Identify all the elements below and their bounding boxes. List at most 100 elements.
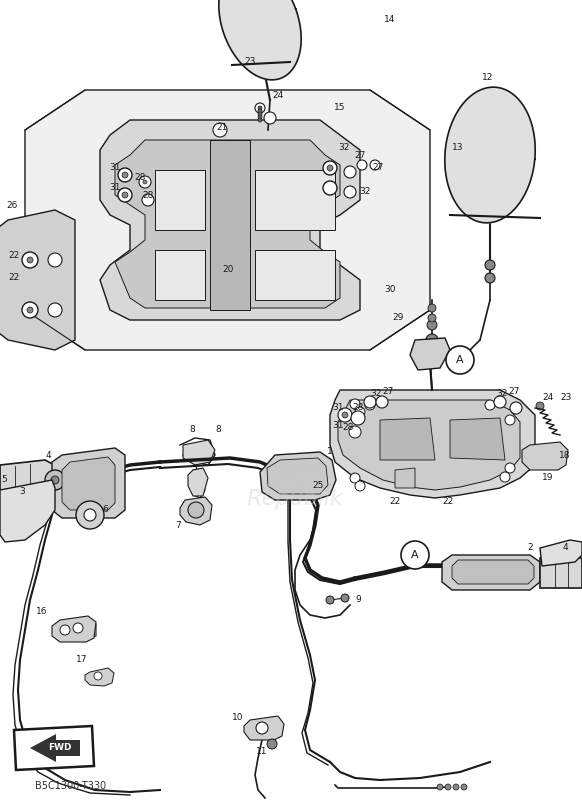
Polygon shape [260, 452, 336, 500]
Circle shape [142, 194, 154, 206]
Text: 22: 22 [8, 274, 20, 282]
Text: 27: 27 [382, 387, 393, 397]
Text: 24: 24 [542, 394, 553, 402]
Circle shape [258, 106, 262, 110]
Polygon shape [155, 250, 205, 300]
Circle shape [48, 303, 62, 317]
Circle shape [76, 501, 104, 529]
Circle shape [264, 112, 276, 124]
Polygon shape [395, 468, 415, 488]
Text: 13: 13 [452, 143, 464, 153]
Text: 31: 31 [332, 422, 344, 430]
Circle shape [350, 399, 360, 409]
Circle shape [428, 304, 436, 312]
Circle shape [48, 253, 62, 267]
Circle shape [428, 314, 436, 322]
Polygon shape [52, 616, 96, 642]
Polygon shape [410, 338, 450, 370]
Polygon shape [62, 457, 115, 510]
Text: 6: 6 [102, 506, 108, 514]
Text: 9: 9 [355, 595, 361, 605]
Polygon shape [0, 210, 75, 350]
Circle shape [461, 784, 467, 790]
Circle shape [143, 180, 147, 184]
Circle shape [351, 411, 365, 425]
Polygon shape [30, 734, 80, 762]
Text: 19: 19 [542, 474, 553, 482]
Text: 29: 29 [392, 314, 404, 322]
Circle shape [258, 118, 262, 122]
Circle shape [94, 672, 102, 680]
Circle shape [401, 541, 429, 569]
Polygon shape [330, 390, 535, 498]
Text: 14: 14 [384, 15, 396, 25]
Circle shape [188, 502, 204, 518]
Circle shape [60, 625, 70, 635]
Circle shape [505, 463, 515, 473]
Polygon shape [445, 87, 535, 223]
Text: 22: 22 [389, 498, 400, 506]
Circle shape [494, 396, 506, 408]
Text: 20: 20 [222, 266, 234, 274]
Circle shape [485, 400, 495, 410]
Text: 28: 28 [143, 191, 154, 201]
Text: 23: 23 [244, 58, 255, 66]
Text: 30: 30 [384, 286, 396, 294]
Text: 8: 8 [189, 426, 195, 434]
Circle shape [327, 165, 333, 171]
Circle shape [258, 109, 262, 113]
Circle shape [485, 273, 495, 283]
Text: A: A [456, 355, 464, 365]
Polygon shape [255, 170, 335, 230]
Text: FWD: FWD [48, 743, 72, 753]
Circle shape [323, 181, 337, 195]
Text: 8: 8 [215, 426, 221, 434]
Polygon shape [540, 558, 582, 588]
Circle shape [51, 476, 59, 484]
Circle shape [344, 186, 356, 198]
Polygon shape [85, 668, 114, 686]
Circle shape [500, 472, 510, 482]
Polygon shape [338, 400, 520, 490]
Circle shape [349, 426, 361, 438]
Polygon shape [219, 0, 301, 80]
Polygon shape [14, 726, 94, 770]
Circle shape [258, 112, 262, 116]
Text: 22: 22 [442, 498, 453, 506]
Circle shape [485, 260, 495, 270]
Text: 25: 25 [313, 481, 324, 490]
Circle shape [446, 346, 474, 374]
Circle shape [27, 307, 33, 313]
Circle shape [344, 166, 356, 178]
Circle shape [427, 320, 437, 330]
Circle shape [338, 408, 352, 422]
Circle shape [73, 623, 83, 633]
Circle shape [355, 407, 365, 417]
Polygon shape [0, 480, 55, 542]
Text: 21: 21 [217, 123, 228, 133]
Polygon shape [180, 497, 212, 525]
Text: 2: 2 [527, 543, 533, 553]
Text: 32: 32 [370, 390, 382, 398]
Text: 11: 11 [256, 747, 268, 757]
Text: 23: 23 [560, 394, 572, 402]
Text: 28: 28 [134, 174, 146, 182]
Circle shape [364, 396, 376, 408]
Polygon shape [155, 170, 205, 230]
Polygon shape [244, 716, 284, 740]
Polygon shape [100, 120, 360, 320]
Circle shape [350, 473, 360, 483]
Text: 10: 10 [232, 714, 244, 722]
Circle shape [326, 596, 334, 604]
Text: 32: 32 [338, 143, 350, 153]
Circle shape [22, 302, 38, 318]
Circle shape [258, 115, 262, 119]
Text: 32: 32 [359, 187, 371, 197]
Text: 28: 28 [342, 423, 354, 433]
Polygon shape [255, 250, 335, 300]
Text: 3: 3 [19, 487, 25, 497]
Circle shape [255, 103, 265, 113]
Circle shape [453, 784, 459, 790]
Circle shape [342, 412, 348, 418]
Circle shape [357, 160, 367, 170]
